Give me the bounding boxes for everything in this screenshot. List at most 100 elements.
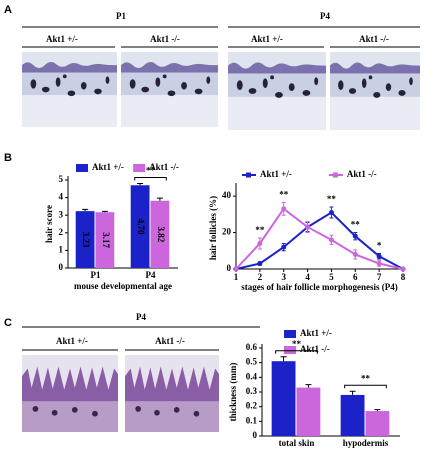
- bar: [150, 200, 170, 268]
- legend-swatch: [284, 330, 296, 338]
- point: [257, 261, 263, 267]
- y-tick-label: 0: [253, 430, 258, 440]
- bar: [95, 212, 115, 268]
- y-axis-label: hair follicles (%): [208, 196, 218, 260]
- y-tick-label: 0.5: [246, 357, 258, 367]
- y-axis-label: hair score: [44, 205, 54, 243]
- point: [305, 224, 311, 230]
- y-axis-label: thickness (mm): [228, 363, 238, 422]
- significance-label: **: [146, 166, 156, 176]
- point: [376, 261, 382, 267]
- x-tick-label: P1: [91, 270, 101, 280]
- y-tick-label: 5: [59, 174, 64, 184]
- y-tick-label: 2: [59, 227, 64, 237]
- x-tick-label: 4: [305, 272, 310, 282]
- legend-swatch: [332, 172, 338, 178]
- significance-bracket: [275, 350, 318, 354]
- error-bar: [349, 390, 356, 395]
- micrograph: [228, 52, 326, 130]
- x-axis-label: stages of hair follicle morphogenesis (P…: [241, 282, 398, 292]
- y-tick-label: 0.4: [246, 371, 258, 381]
- legend-swatch: [246, 172, 251, 178]
- y-tick-label: 3: [59, 209, 64, 219]
- panel-label: A: [4, 4, 12, 16]
- point: [233, 266, 239, 272]
- x-axis-label: mouse developmental age: [74, 281, 172, 291]
- point: [376, 253, 382, 259]
- significance-label: **: [292, 339, 302, 349]
- group-title: P4: [320, 11, 330, 21]
- y-tick-label: 0: [227, 263, 232, 273]
- error-bar: [101, 210, 108, 213]
- error-bar: [82, 208, 89, 212]
- series-line: [235, 207, 404, 270]
- group-title: P1: [116, 11, 126, 21]
- significance-bracket: [344, 384, 387, 389]
- point: [352, 233, 358, 239]
- error-bar: [137, 183, 144, 186]
- bar: [75, 211, 95, 268]
- column-title: Akt1 -/-: [155, 336, 185, 346]
- column-title: Akt1 -/-: [359, 34, 389, 44]
- group-title: P4: [136, 312, 146, 322]
- legend-label: Akt1 +/-: [300, 328, 332, 338]
- column-title: Akt1 +/-: [56, 336, 88, 346]
- x-tick-label: 2: [258, 272, 263, 282]
- bar: [340, 394, 365, 436]
- significance-label: **: [279, 190, 289, 200]
- point: [328, 237, 334, 243]
- y-tick-label: 1: [59, 244, 64, 254]
- legend-label: Akt1 +/-: [92, 162, 124, 172]
- significance-label: *: [377, 241, 382, 251]
- x-tick-label: total skin: [279, 438, 315, 448]
- y-tick-label: 0.1: [246, 415, 258, 425]
- x-tick-label: 5: [329, 272, 334, 282]
- significance-label: **: [361, 373, 371, 383]
- legend-swatch: [284, 346, 296, 354]
- y-tick-label: 0.2: [246, 401, 258, 411]
- error-bar: [305, 384, 312, 388]
- y-tick-label: 0: [59, 262, 64, 272]
- x-tick-label: 1: [234, 272, 239, 282]
- x-tick-label: 8: [401, 272, 406, 282]
- micrograph: [22, 355, 118, 432]
- panel-label: C: [4, 317, 12, 329]
- y-tick-label: 20: [222, 227, 232, 237]
- significance-label: **: [327, 194, 337, 204]
- bar: [130, 185, 150, 268]
- micrograph: [121, 52, 218, 127]
- value-label: 4.70: [136, 219, 146, 235]
- legend-label: Akt1 +/-: [260, 169, 292, 179]
- point: [281, 244, 287, 250]
- micrograph: [125, 355, 219, 432]
- point: [328, 210, 334, 216]
- legend-label: Akt1 -/-: [300, 344, 330, 354]
- column-title: Akt1 -/-: [150, 34, 180, 44]
- micrograph: [330, 52, 420, 130]
- x-tick-label: 3: [281, 272, 286, 282]
- series-line: [235, 211, 404, 270]
- x-tick-label: 6: [353, 272, 358, 282]
- legend-swatch: [133, 164, 146, 172]
- value-label: 3.82: [156, 227, 166, 243]
- y-tick-label: 0.3: [246, 386, 258, 396]
- panel-label: B: [4, 152, 12, 164]
- x-tick-label: 7: [377, 272, 382, 282]
- column-title: Akt1 +/-: [46, 34, 78, 44]
- legend-label: Akt1 -/-: [149, 162, 179, 172]
- error-bar: [156, 197, 163, 201]
- y-tick-label: 40: [222, 190, 232, 200]
- legend-swatch: [76, 164, 88, 172]
- point: [400, 266, 406, 272]
- value-label: 3.23: [81, 232, 91, 248]
- value-label: 3.17: [101, 232, 111, 248]
- error-bar: [374, 409, 381, 412]
- point: [281, 206, 287, 212]
- bar: [271, 361, 296, 436]
- y-tick-label: 0.6: [246, 342, 258, 352]
- point: [352, 251, 358, 257]
- y-tick-label: 4: [59, 192, 64, 202]
- error-bar: [280, 356, 287, 362]
